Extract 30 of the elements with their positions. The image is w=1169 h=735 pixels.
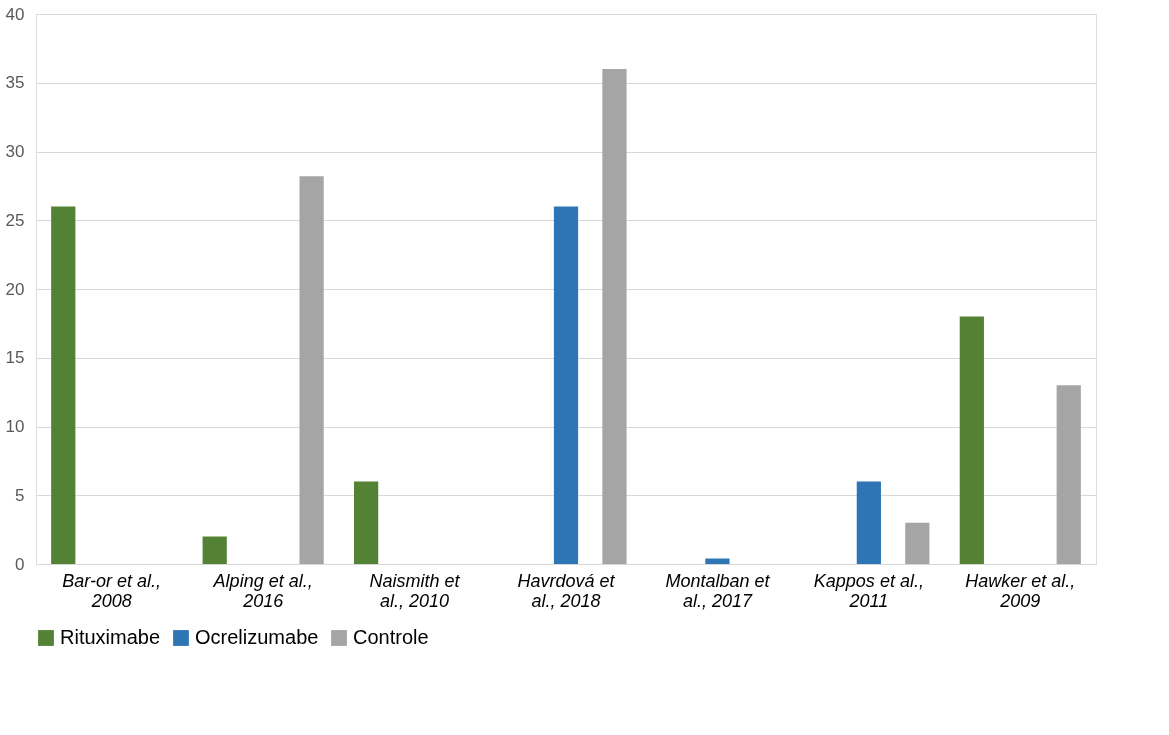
legend-label: Controle [353, 626, 429, 648]
x-tick-label: Havrdová et al., 2018 [517, 570, 616, 611]
y-tick-label: 5 [15, 485, 25, 505]
y-tick-label: 10 [5, 417, 25, 436]
y-tick-label: 40 [5, 4, 25, 24]
legend-label: Rituximabe [60, 626, 161, 648]
x-tick-label: Alping et al., 2016 [212, 570, 313, 611]
x-tick-label: Montalban et al., 2017 [665, 570, 771, 611]
bar [905, 522, 930, 564]
x-tick-label: Bar-or et al., 2008 [62, 570, 162, 611]
legend-label: Ocrelizumabe [195, 626, 319, 648]
bar [202, 536, 227, 564]
y-tick-label: 0 [15, 554, 25, 574]
y-tick-label: 20 [5, 279, 25, 299]
y-tick-label: 25 [5, 210, 25, 230]
bar [602, 69, 627, 564]
y-tick-label: 30 [5, 142, 25, 161]
bar [299, 176, 324, 564]
y-tick-label: 35 [5, 73, 25, 93]
x-tick-label: Hawker et al., 2009 [965, 570, 1076, 611]
bar [705, 558, 730, 564]
bar [856, 481, 881, 564]
x-tick-label: Kappos et al., 2011 [813, 570, 924, 611]
x-tick-label: Naismith et al., 2010 [369, 570, 461, 611]
y-tick-label: 15 [5, 348, 25, 368]
bar [354, 481, 379, 564]
bar [1056, 385, 1081, 564]
bar [51, 206, 76, 564]
bar [959, 316, 984, 564]
bar [553, 206, 579, 564]
